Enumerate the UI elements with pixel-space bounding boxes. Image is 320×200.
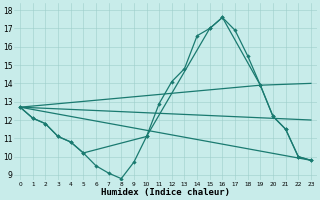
X-axis label: Humidex (Indice chaleur): Humidex (Indice chaleur) [101, 188, 230, 197]
